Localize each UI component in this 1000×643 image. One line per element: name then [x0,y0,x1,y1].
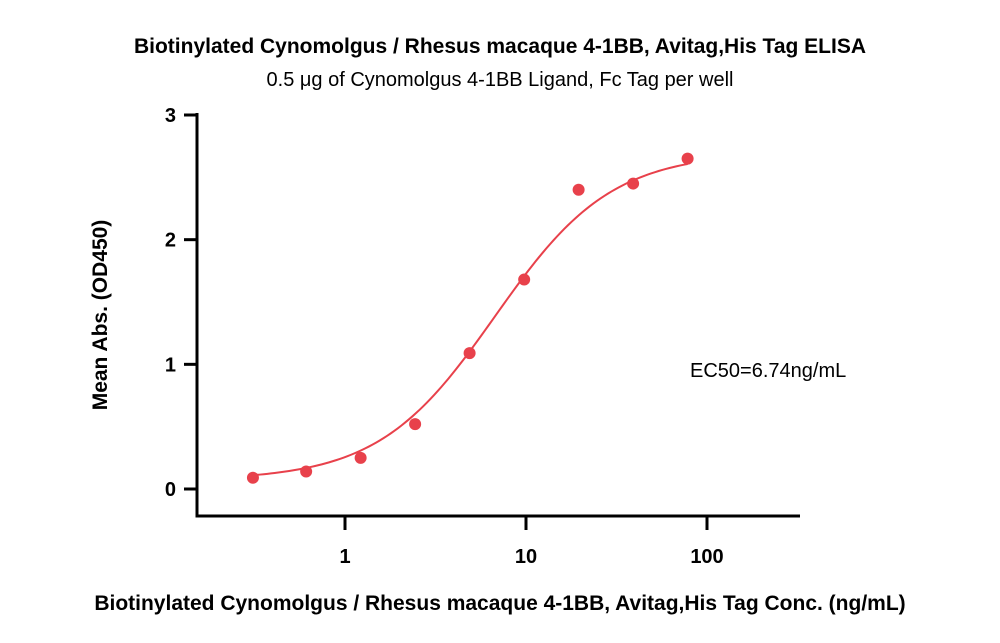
data-point [354,451,367,464]
x-tick-label: 100 [690,546,723,568]
chart-subtitle: 0.5 μg of Cynomolgus 4-1BB Ligand, Fc Ta… [267,69,734,91]
x-tick-label: 1 [339,546,350,568]
data-point [681,152,694,165]
y-tick-label: 3 [165,105,176,127]
x-tick-label: 10 [515,546,537,568]
chart-title: Biotinylated Cynomolgus / Rhesus macaque… [134,35,866,58]
fit-curve [252,162,688,477]
data-point [627,177,640,190]
data-point [572,183,585,196]
data-point [518,273,531,286]
y-tick-label: 1 [165,354,176,376]
data-point [246,471,259,484]
y-axis-label: Mean Abs. (OD450) [89,220,112,411]
ec50-annotation: EC50=6.74ng/mL [690,360,846,382]
y-tick-label: 2 [165,230,176,252]
data-point [463,347,476,360]
plot-area: 0 1 2 3 1 10 100 [165,105,800,568]
x-axis-label: Biotinylated Cynomolgus / Rhesus macaque… [94,592,905,615]
data-point [300,465,313,478]
y-axis-label-group: Mean Abs. (OD450) [89,220,112,411]
y-tick-label: 0 [165,479,176,501]
data-point [409,418,422,431]
